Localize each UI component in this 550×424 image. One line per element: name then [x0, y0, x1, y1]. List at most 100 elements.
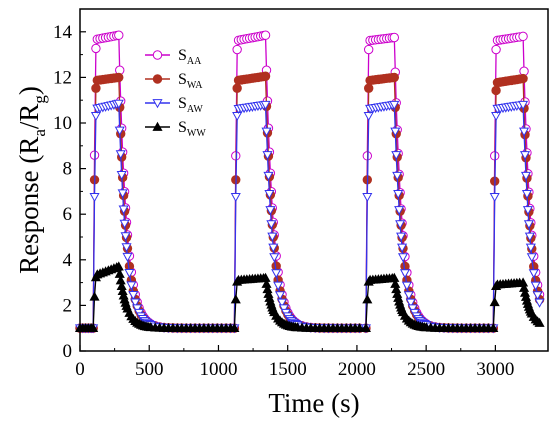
legend-label: SWA — [178, 71, 203, 91]
data-point — [534, 298, 545, 308]
x-tick-label: 3000 — [476, 359, 514, 380]
legend-item-AW: SAW — [145, 95, 203, 115]
data-point — [232, 44, 242, 55]
legend-label-sub: WW — [187, 128, 206, 139]
data-point — [90, 112, 101, 122]
data-point — [525, 243, 536, 253]
series-WA — [75, 71, 545, 333]
data-point — [354, 322, 365, 333]
data-point — [278, 304, 290, 314]
data-point — [229, 322, 240, 333]
y-axis-title-end: ) — [14, 86, 44, 95]
data-point — [266, 220, 277, 230]
data-point — [488, 322, 499, 333]
x-tick-label: 1500 — [269, 359, 307, 380]
data-point — [114, 72, 124, 83]
data-point — [405, 298, 416, 308]
data-point — [119, 219, 130, 229]
data-point — [269, 253, 280, 263]
data-point — [262, 151, 273, 161]
data-point — [260, 100, 271, 110]
data-point — [491, 112, 502, 122]
data-point — [91, 83, 101, 93]
data-point — [532, 291, 543, 301]
data-point — [113, 99, 124, 109]
data-point — [260, 30, 271, 40]
data-point — [393, 190, 404, 200]
y-tick-label: 10 — [53, 113, 72, 134]
y-axis-title-sub-g: g — [30, 95, 49, 104]
data-point — [526, 253, 537, 263]
data-point — [407, 304, 418, 314]
data-point — [363, 44, 374, 55]
data-point — [132, 304, 143, 314]
data-point — [396, 232, 407, 242]
legend-label-main: S — [178, 71, 187, 88]
y-tick-label: 4 — [63, 250, 73, 271]
data-point — [392, 171, 403, 181]
data-point — [232, 83, 242, 93]
data-point — [152, 50, 163, 60]
y-axis-title-mid: /R — [14, 104, 44, 130]
data-point — [521, 190, 533, 200]
legend-item-WW: SWW — [145, 119, 206, 139]
data-point — [534, 317, 545, 327]
legend-item-WA: SWA — [145, 71, 203, 91]
legend-label-sub: AW — [187, 104, 203, 115]
data-point — [389, 72, 400, 83]
data-point — [363, 83, 374, 93]
data-point — [530, 281, 541, 291]
data-point — [264, 190, 275, 200]
y-axis-title-sub-a: a — [30, 129, 49, 137]
data-point — [152, 74, 163, 84]
data-point — [122, 252, 133, 262]
data-point — [522, 206, 533, 216]
data-point — [518, 127, 530, 137]
legend-label-sub: AA — [187, 56, 202, 67]
data-point — [115, 150, 126, 160]
data-point — [520, 171, 532, 181]
data-point — [528, 269, 539, 279]
series-line — [80, 75, 541, 329]
legend-label-main: S — [178, 119, 187, 136]
legend-label: SWW — [178, 119, 206, 139]
data-point — [230, 193, 241, 203]
data-point — [391, 151, 402, 161]
data-point — [121, 243, 132, 253]
data-point — [276, 298, 288, 308]
legend-label-main: S — [178, 47, 187, 64]
data-point — [89, 291, 100, 301]
x-tick-label: 2000 — [338, 359, 376, 380]
data-point — [363, 112, 374, 122]
data-point — [268, 243, 279, 253]
y-axis-title: Response (Ra/Rg) — [14, 86, 49, 274]
data-point — [523, 220, 534, 230]
data-point — [362, 193, 373, 203]
data-point — [389, 100, 400, 110]
data-point — [362, 294, 373, 304]
data-point — [124, 268, 135, 279]
plot-frame — [79, 8, 549, 352]
legend-item-AA: SAA — [145, 47, 202, 67]
data-point — [89, 193, 100, 203]
y-tick-label: 6 — [63, 204, 73, 225]
data-point — [152, 121, 163, 131]
data-point — [113, 261, 124, 271]
ticks-layer: 0 500 1000 1500 2000 2500 3000 0 2 4 6 8 10 12 14 — [53, 22, 514, 380]
data-point — [88, 322, 99, 333]
y-tick-label: 2 — [63, 295, 73, 316]
data-point — [397, 253, 409, 263]
data-point — [394, 206, 405, 216]
data-point — [518, 73, 528, 84]
data-point — [389, 32, 400, 43]
data-point — [117, 189, 128, 199]
data-point — [360, 322, 371, 333]
x-tick-label: 500 — [135, 359, 164, 380]
data-point — [261, 127, 272, 137]
data-point — [489, 193, 500, 203]
legend-label: SAW — [178, 95, 203, 115]
data-point — [399, 269, 411, 279]
data-point — [118, 205, 129, 215]
